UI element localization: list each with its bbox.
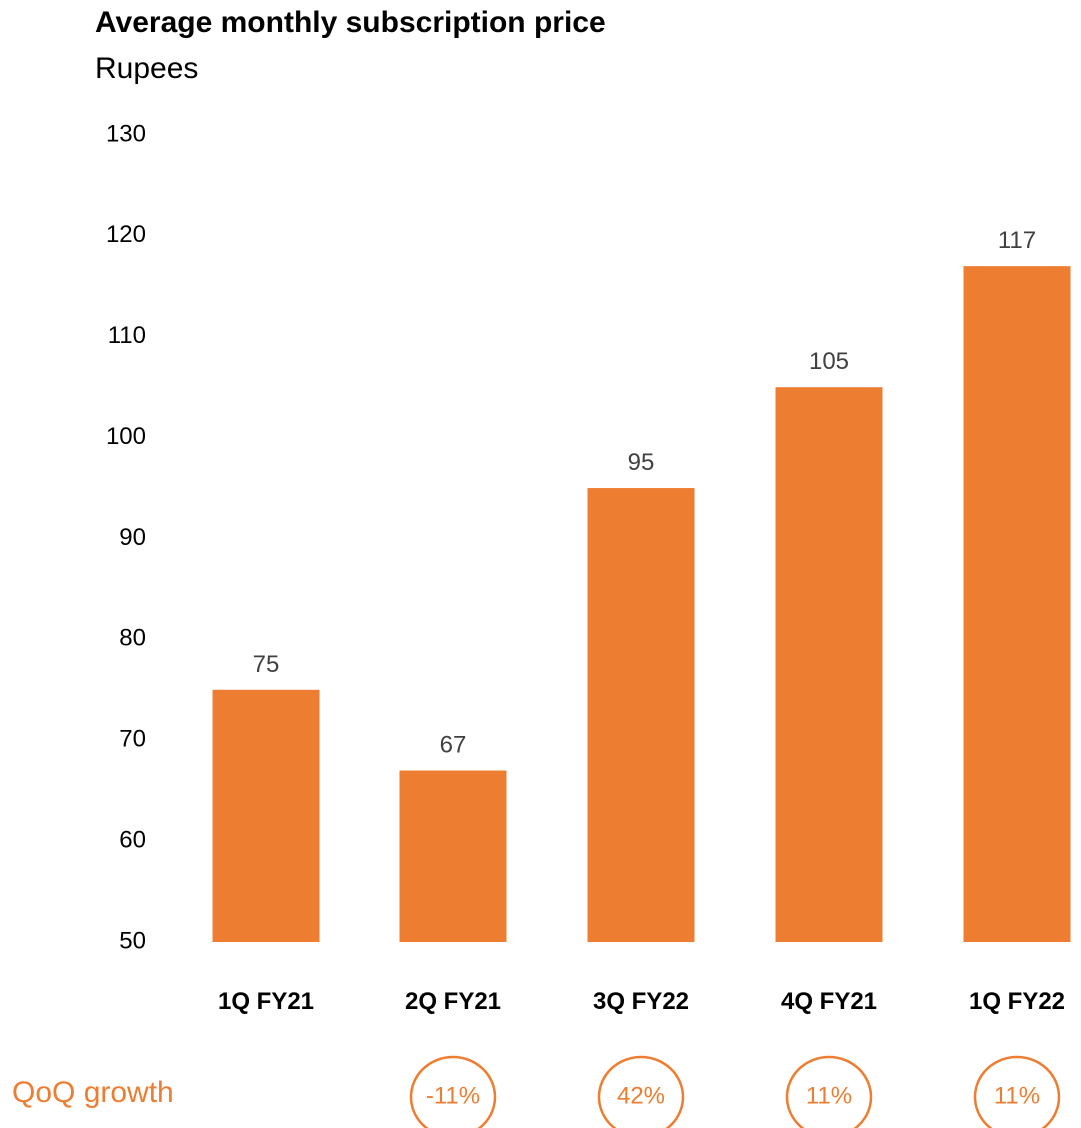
growth-circle [973, 1055, 1061, 1128]
qoq-growth-badges: -11% 42% 11% 11% [409, 1055, 1061, 1128]
y-tick-label: 110 [108, 322, 146, 349]
x-tick-label: 1Q FY21 [218, 988, 314, 1015]
x-tick-label: 1Q FY22 [969, 988, 1065, 1015]
y-tick-label: 90 [119, 524, 146, 551]
qoq-growth-label: QoQ growth [12, 1076, 174, 1109]
y-tick-label: 60 [119, 826, 146, 853]
x-tick-label: 3Q FY22 [593, 988, 689, 1015]
y-tick-label: 50 [119, 927, 146, 954]
bar [775, 387, 883, 942]
growth-circle [597, 1055, 685, 1128]
data-label: 95 [628, 449, 655, 476]
bar [212, 689, 320, 942]
bar [587, 488, 695, 942]
y-tick-label: 100 [106, 423, 146, 450]
x-tick-label: 2Q FY21 [405, 988, 501, 1015]
data-label: 75 [253, 651, 280, 678]
x-axis-labels: 1Q FY21 2Q FY21 3Q FY22 4Q FY21 1Q FY22 [218, 988, 1065, 1015]
data-labels: 75 67 95 105 117 [253, 227, 1036, 758]
chart-title: Average monthly subscription price [95, 6, 606, 39]
bar [399, 770, 507, 942]
growth-value: 42% [617, 1082, 665, 1109]
growth-circle [409, 1055, 497, 1128]
y-tick-label: 80 [119, 625, 146, 652]
y-tick-label: 130 [106, 120, 146, 147]
growth-value: -11% [426, 1082, 480, 1109]
y-tick-label: 120 [106, 221, 146, 248]
data-label: 105 [809, 348, 849, 375]
chart-subtitle: Rupees [95, 52, 199, 85]
data-label: 117 [998, 227, 1036, 254]
growth-circle [785, 1055, 873, 1128]
growth-value: 11% [994, 1082, 1040, 1109]
y-tick-label: 70 [119, 726, 146, 753]
x-tick-label: 4Q FY21 [781, 988, 877, 1015]
growth-value: 11% [806, 1082, 852, 1109]
bar [963, 266, 1071, 942]
data-label: 67 [440, 732, 467, 759]
bars [212, 266, 1071, 942]
y-axis-ticks: 130 120 110 100 90 80 70 60 50 [106, 120, 146, 954]
